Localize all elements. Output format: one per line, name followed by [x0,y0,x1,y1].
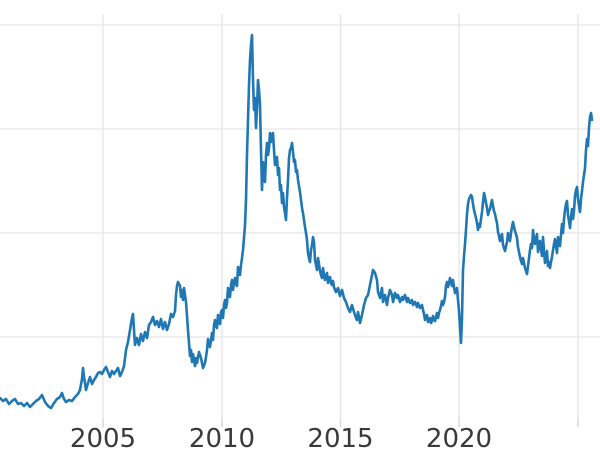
data-series-layer [0,33,594,410]
x-tick-labels-layer: 2005 2010 2015 2020 [70,424,492,450]
price-series-line [0,33,594,410]
gridlines-layer [0,14,600,418]
x-tick-label: 2005 [70,424,136,450]
tick-marks-layer [102,418,579,427]
x-tick-label: 2020 [426,424,492,450]
x-tick-label: 2015 [307,424,373,450]
x-tick-label: 2010 [189,424,255,450]
